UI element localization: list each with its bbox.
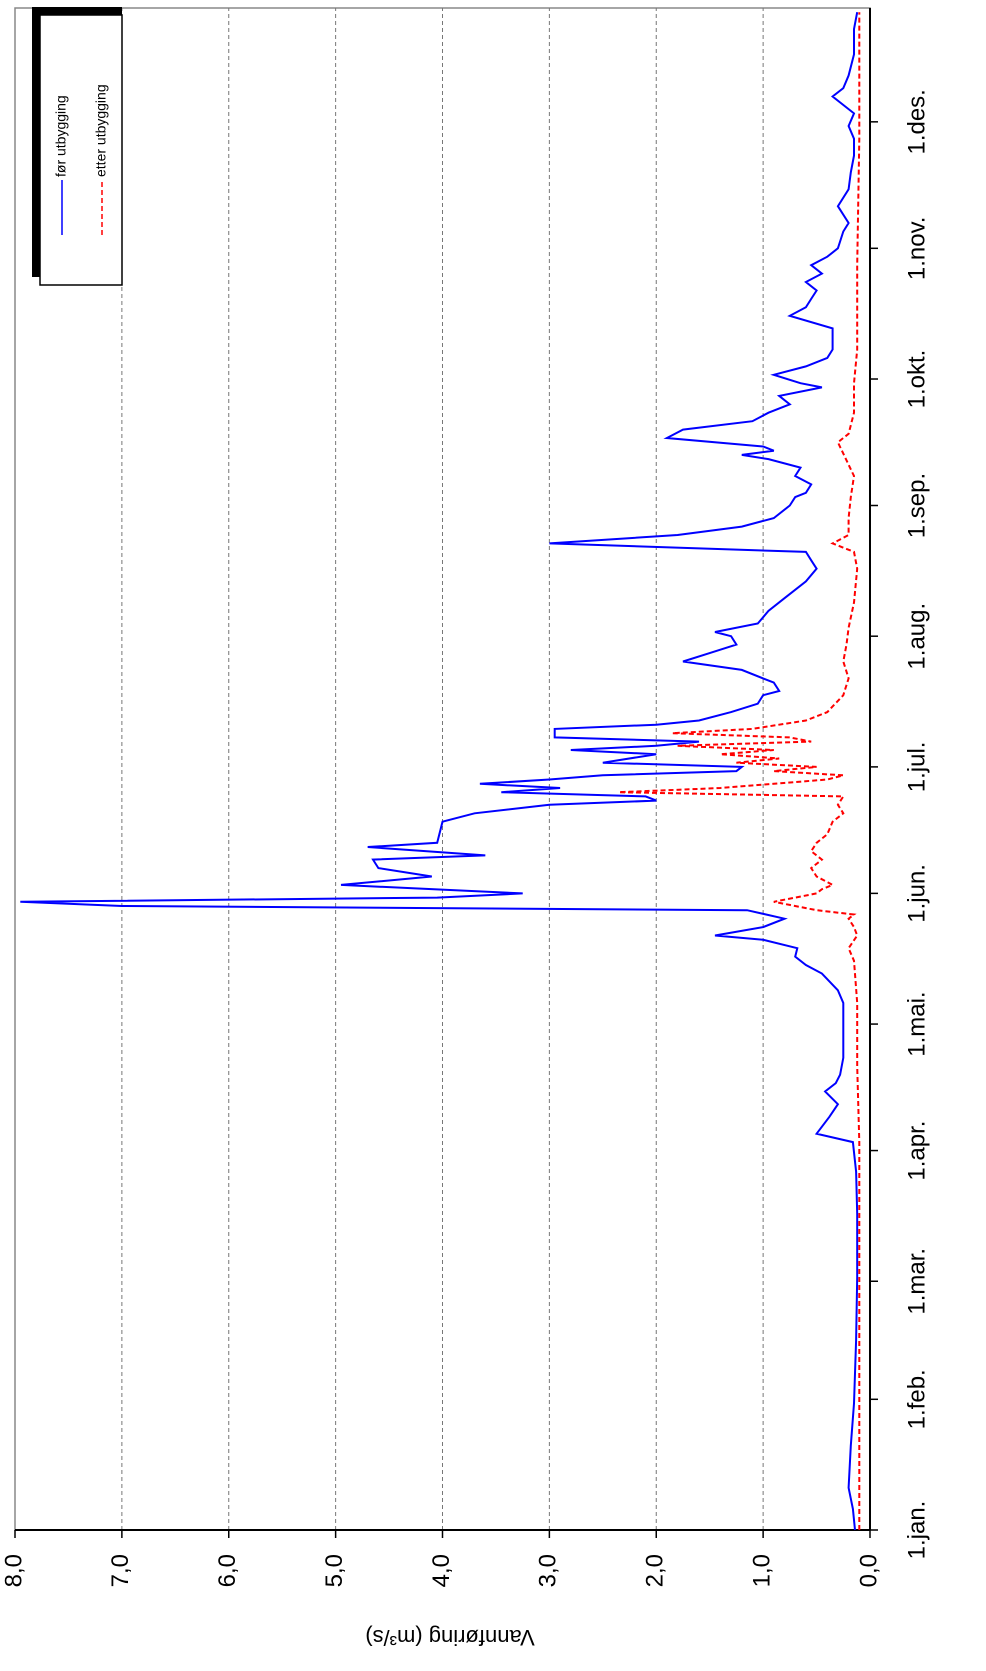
x-tick-label: 1.apr. [903,1121,930,1181]
y-tick-label: 8,0 [0,1554,27,1587]
y-tick-label: 5,0 [321,1554,348,1587]
legend-label: før utbygging [53,95,69,177]
y-tick-label: 7,0 [107,1554,134,1587]
y-axis-title: Vannføring (m³/s) [365,1625,535,1650]
y-tick-label: 4,0 [428,1554,455,1587]
x-tick-label: 1.nov. [903,217,930,281]
x-tick-label: 1.aug. [903,603,930,670]
data-line [618,12,861,1530]
x-tick-label: 1.feb. [903,1369,930,1429]
x-tick-label: 1.des. [903,89,930,154]
x-tick-label: 1.sep. [903,473,930,538]
y-tick-label: 3,0 [535,1554,562,1587]
plot-frame [14,7,871,1531]
y-tick-label: 0,0 [855,1554,882,1587]
rotated-chart: Vannføring (m³/s) 0,0 1,0 2,0 3,0 4,0 5,0 6,0 7… [0,7,930,1650]
x-tick-label: 1.jun. [903,864,930,923]
legend-label: etter utbygging [93,84,109,177]
x-tick-label: 1.okt. [903,350,930,409]
y-tick-label: 1,0 [748,1554,775,1587]
data-line [20,12,859,1531]
y-tick-label: 6,0 [214,1554,241,1587]
x-tick-label: 1.mar. [903,1248,930,1315]
x-tick-label: 1.jul. [903,742,930,793]
x-tick-label: 1.mai. [903,991,930,1056]
x-tick-label: 1.jan. [903,1501,930,1560]
y-tick-label: 2,0 [642,1554,669,1587]
